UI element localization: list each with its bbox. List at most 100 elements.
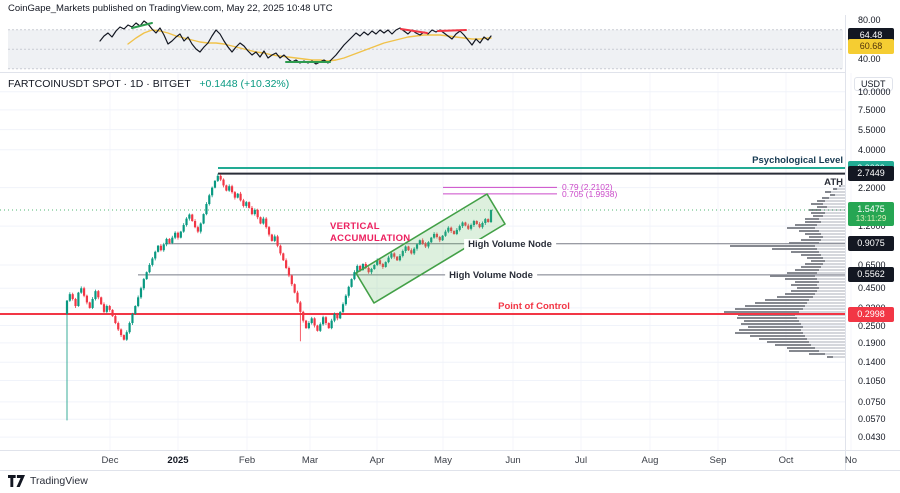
price-tick-label: 5.5000 xyxy=(858,124,886,135)
level-label-poc[interactable]: Point of Control xyxy=(498,301,570,312)
volume-profile-row xyxy=(775,344,811,346)
candle-body xyxy=(122,335,126,340)
time-axis[interactable]: Dec 2025 Feb Mar Apr May Jun Jul Aug Sep Oct No xyxy=(0,450,900,470)
price-tick-label: 0.6500 xyxy=(858,259,886,270)
candle-body xyxy=(341,304,345,312)
candle-body xyxy=(452,231,456,234)
candle-body xyxy=(444,231,447,236)
volume-profile-row xyxy=(748,326,803,328)
tradingview-logo-icon[interactable] xyxy=(8,474,25,488)
time-axis-label: Oct xyxy=(778,455,794,466)
candle-body xyxy=(290,275,293,285)
level-label-hvn-upper[interactable]: High Volume Node xyxy=(464,238,556,250)
channel-annotation-label[interactable]: VERTICAL ACCUMULATION xyxy=(330,221,411,244)
candle-body xyxy=(407,246,410,251)
volume-profile-row xyxy=(827,356,833,358)
volume-profile-row xyxy=(807,338,845,340)
time-axis-label: 2025 xyxy=(167,455,189,466)
time-axis-label: Apr xyxy=(369,455,385,466)
price-tick-label: 0.1050 xyxy=(858,375,886,386)
volume-profile-row xyxy=(730,245,815,247)
candle-body xyxy=(427,242,430,247)
candle-body xyxy=(262,218,265,224)
candle-body xyxy=(489,209,493,223)
candle-body xyxy=(188,214,191,219)
candle-body xyxy=(395,256,399,261)
candle-body xyxy=(484,219,487,223)
candle-body xyxy=(159,245,163,251)
volume-profile-row xyxy=(817,284,845,286)
price-axis[interactable]: USDT 10.0000 7.5000 5.5000 4.0000 2.2000 1.20… xyxy=(845,15,900,470)
candle-body xyxy=(65,300,69,314)
candle-body xyxy=(182,225,185,232)
rsi-bullish-divergence-line xyxy=(131,22,153,29)
pane-separator[interactable] xyxy=(0,72,845,73)
time-axis-label: Aug xyxy=(641,455,659,466)
volume-profile-row xyxy=(801,239,821,241)
candle-body xyxy=(327,323,330,329)
volume-profile-row xyxy=(799,230,819,232)
candle-body xyxy=(487,219,490,223)
candle-body xyxy=(475,221,478,225)
candle-body xyxy=(279,245,282,254)
level-label-hvn-lower[interactable]: High Volume Node xyxy=(445,269,537,281)
candle-body xyxy=(211,187,214,196)
symbol-header[interactable]: FARTCOINUSDT SPOT · 1D · BITGET +0.1448 … xyxy=(8,78,289,90)
volume-profile-row xyxy=(837,188,845,190)
candle-body xyxy=(168,238,171,243)
candle-body xyxy=(134,306,137,314)
volume-profile-row xyxy=(815,227,845,229)
level-label-psychological-level[interactable]: Psychological Level xyxy=(752,155,843,166)
volume-profile-row xyxy=(817,290,845,292)
candle-body xyxy=(208,195,211,205)
volume-profile-row xyxy=(819,269,845,271)
price-axis-badge: 2.7449 xyxy=(848,166,894,182)
volume-profile-row xyxy=(823,203,845,205)
candle-body xyxy=(139,288,143,298)
volume-profile-row xyxy=(830,194,835,196)
candle-body xyxy=(344,295,347,305)
candle-body xyxy=(282,253,285,261)
volume-profile-row xyxy=(739,329,801,331)
volume-profile-row xyxy=(833,356,845,358)
accumulation-channel[interactable] xyxy=(355,193,506,304)
volume-profile-row xyxy=(819,287,845,289)
level-label-ath[interactable]: ATH xyxy=(824,176,843,188)
candle-body xyxy=(467,225,470,229)
fib-level-label[interactable]: 0.79 (2.2102) xyxy=(562,182,613,193)
candle-body xyxy=(378,260,382,264)
symbol-name[interactable]: FARTCOINUSDT xyxy=(8,78,90,90)
candle-body xyxy=(316,325,319,331)
volume-profile-row xyxy=(759,338,807,340)
candle-body xyxy=(364,263,367,268)
volume-profile-row xyxy=(821,233,845,235)
volume-profile-row xyxy=(821,254,845,256)
candle-body xyxy=(478,224,481,228)
volume-profile-row xyxy=(811,212,825,214)
candle-body xyxy=(393,253,396,257)
time-axis-label: Mar xyxy=(301,455,319,466)
volume-profile-row xyxy=(791,251,819,253)
fib-level-label[interactable]: 0.705 (1.9938) xyxy=(562,188,618,199)
volume-profile-row xyxy=(813,296,845,298)
candle-body xyxy=(228,186,231,191)
candle-body xyxy=(307,323,310,329)
candle-body xyxy=(481,222,484,228)
candle-body xyxy=(91,298,94,308)
candle-body xyxy=(248,202,251,208)
candle-body xyxy=(114,316,117,324)
candle-body xyxy=(97,291,100,298)
footer-brand[interactable]: TradingView xyxy=(30,475,88,487)
candle-body xyxy=(285,260,288,268)
price-tick-label: 0.0430 xyxy=(858,432,886,443)
volume-profile-row xyxy=(787,347,815,349)
candle-body xyxy=(265,218,268,228)
volume-profile-row xyxy=(817,272,845,274)
candle-body xyxy=(225,185,228,191)
volume-profile-row xyxy=(809,209,821,211)
price-axis-badge: 60.68 xyxy=(848,38,894,54)
volume-profile-row xyxy=(833,188,837,190)
volume-profile-row xyxy=(823,263,845,265)
